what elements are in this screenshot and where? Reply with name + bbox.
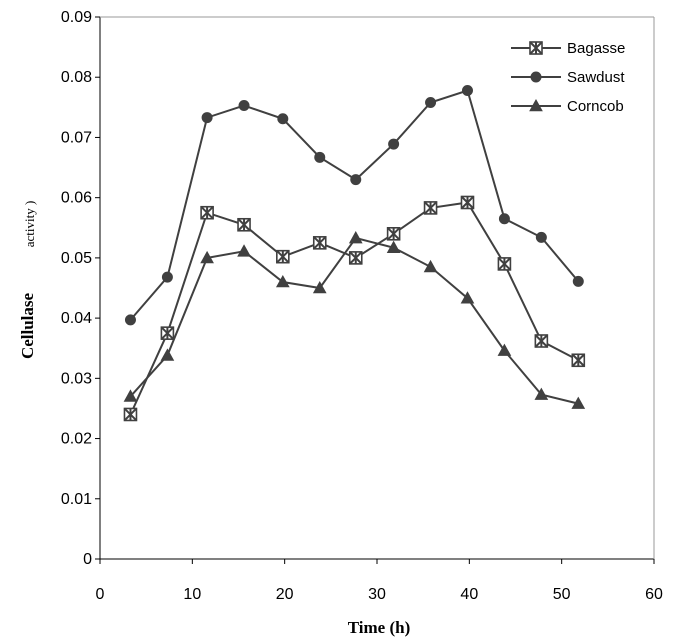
circle-marker	[314, 151, 326, 163]
legend-label: Bagasse	[567, 40, 625, 57]
triangle-marker	[275, 274, 290, 288]
circle-marker	[161, 271, 173, 283]
asterisk-marker	[276, 249, 290, 264]
x-tick-label: 20	[276, 586, 294, 603]
legend-label: Corncob	[567, 98, 624, 115]
asterisk-marker	[312, 236, 327, 250]
asterisk-marker	[160, 326, 175, 340]
triangle-marker	[571, 396, 586, 409]
triangle-marker	[312, 280, 327, 294]
triangle-marker	[386, 240, 401, 253]
y-tick-label: 0.09	[61, 9, 92, 26]
asterisk-marker	[571, 353, 586, 368]
y-tick-label: 0.05	[61, 250, 92, 267]
asterisk-marker	[534, 334, 549, 348]
triangle-marker	[237, 244, 251, 257]
x-tick-label: 60	[645, 586, 663, 603]
x-tick-label: 0	[96, 586, 105, 603]
triangle-marker	[348, 230, 363, 244]
circle-marker	[350, 174, 362, 186]
asterisk-marker	[386, 227, 401, 241]
legend-label: Sawdust	[567, 69, 625, 86]
circle-marker	[124, 314, 136, 326]
triangle-marker	[200, 250, 214, 264]
x-tick-label: 40	[460, 586, 478, 603]
circle-marker	[388, 138, 400, 150]
y-tick-label: 0.02	[61, 431, 92, 448]
y-tick-label: 0.03	[61, 370, 92, 387]
x-tick-label: 50	[553, 586, 571, 603]
asterisk-marker	[123, 407, 138, 422]
series-line-sawdust	[129, 89, 580, 321]
y-tick-label: 0	[83, 551, 92, 568]
legend-item-bagasse: Bagasse	[511, 40, 625, 57]
y-tick-label: 0.01	[61, 491, 92, 508]
circle-marker	[238, 100, 250, 112]
x-tick-label: 10	[183, 586, 201, 603]
y-tick-label: 0.06	[61, 190, 92, 207]
x-axis-title: Time (h)	[348, 618, 411, 637]
asterisk-marker	[348, 251, 363, 265]
y-tick-label: 0.08	[61, 69, 92, 86]
circle-marker	[535, 231, 547, 243]
y-tick-label: 0.04	[61, 310, 92, 327]
legend: Bagasse Sawdust Corncob	[511, 40, 625, 115]
triangle-marker	[423, 259, 438, 273]
circle-marker	[572, 275, 584, 287]
circle-marker	[277, 113, 289, 125]
triangle-marker	[460, 291, 475, 304]
x-tick-label: 30	[368, 586, 386, 603]
triangle-marker	[534, 387, 549, 400]
series-corncob	[123, 230, 586, 409]
asterisk-marker	[423, 201, 438, 215]
asterisk-marker	[460, 195, 475, 210]
circle-marker	[498, 213, 510, 225]
triangle-marker	[160, 348, 175, 361]
series-sawdust	[124, 84, 584, 326]
circle-marker	[530, 71, 542, 83]
circle-marker	[461, 84, 473, 96]
triangle-marker	[123, 389, 138, 402]
series	[123, 84, 586, 422]
circle-marker	[425, 97, 437, 109]
triangle-marker	[497, 343, 512, 356]
asterisk-marker	[237, 217, 251, 232]
triangle-marker	[529, 98, 543, 112]
legend-item-sawdust: Sawdust	[511, 69, 625, 86]
asterisk-marker	[497, 257, 512, 271]
y-axis-title: Cellulase	[18, 292, 37, 359]
circle-marker	[201, 112, 213, 124]
series-bagasse	[123, 195, 586, 422]
ticks: 0 0.01 0.02 0.03 0.04 0.05 0.06 0.07 0.08 0.09 0 10…	[61, 9, 663, 603]
asterisk-marker	[200, 205, 214, 220]
asterisk-marker	[529, 41, 543, 55]
legend-item-corncob: Corncob	[511, 98, 624, 115]
y-tick-label: 0.07	[61, 129, 92, 146]
y-axis-subtitle: activity )	[22, 201, 37, 248]
